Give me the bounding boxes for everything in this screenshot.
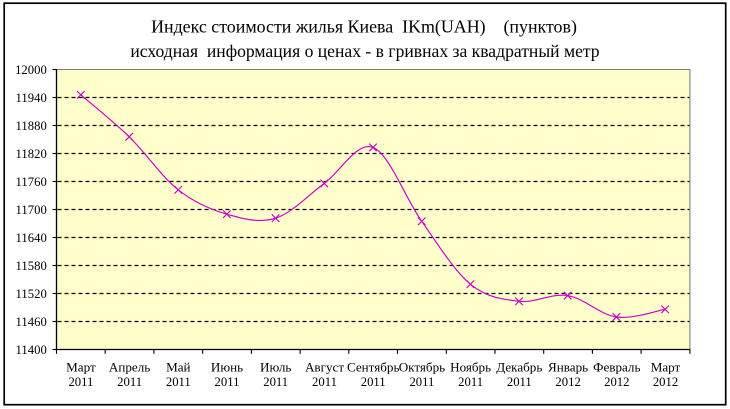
svg-text:Май: Май [166, 359, 190, 374]
svg-text:11520: 11520 [16, 287, 47, 301]
svg-text:Декабрь: Декабрь [496, 359, 542, 374]
svg-text:12000: 12000 [15, 63, 47, 77]
svg-text:11880: 11880 [16, 119, 47, 133]
svg-text:11400: 11400 [16, 343, 47, 357]
svg-text:Ноябрь: Ноябрь [450, 359, 491, 374]
svg-text:исходная информация о ценах -: исходная информация о ценах - в гривнах … [130, 41, 599, 61]
svg-text:Январь: Январь [548, 359, 588, 374]
svg-text:2011: 2011 [458, 375, 483, 389]
svg-text:11640: 11640 [16, 231, 47, 245]
svg-text:11580: 11580 [16, 259, 47, 273]
svg-text:11460: 11460 [16, 315, 47, 329]
svg-text:Октябрь: Октябрь [399, 359, 445, 374]
svg-text:Март: Март [651, 359, 681, 374]
svg-text:2011: 2011 [361, 375, 386, 389]
svg-text:Апрель: Апрель [109, 359, 150, 374]
svg-text:Июнь: Июнь [211, 359, 243, 374]
svg-text:2012: 2012 [555, 375, 580, 389]
svg-text:2011: 2011 [263, 375, 288, 389]
svg-text:2011: 2011 [166, 375, 191, 389]
svg-text:Индекс стоимости жилья Киева: Индекс стоимости жилья Киева IKm(UAH) (п… [151, 17, 577, 38]
svg-text:2012: 2012 [653, 375, 678, 389]
svg-text:Сентябрь: Сентябрь [347, 359, 399, 374]
svg-text:2011: 2011 [68, 375, 93, 389]
svg-text:11940: 11940 [16, 91, 47, 105]
svg-text:Июль: Июль [260, 359, 291, 374]
svg-text:2012: 2012 [604, 375, 629, 389]
svg-text:Март: Март [66, 359, 96, 374]
svg-text:2011: 2011 [409, 375, 434, 389]
svg-text:11820: 11820 [16, 147, 47, 161]
svg-text:2011: 2011 [312, 375, 337, 389]
svg-text:2011: 2011 [215, 375, 240, 389]
svg-text:2011: 2011 [507, 375, 532, 389]
svg-text:Февраль: Февраль [593, 359, 640, 374]
svg-text:2011: 2011 [117, 375, 142, 389]
svg-text:11760: 11760 [16, 175, 47, 189]
svg-text:11700: 11700 [16, 203, 47, 217]
svg-text:Август: Август [305, 359, 344, 374]
